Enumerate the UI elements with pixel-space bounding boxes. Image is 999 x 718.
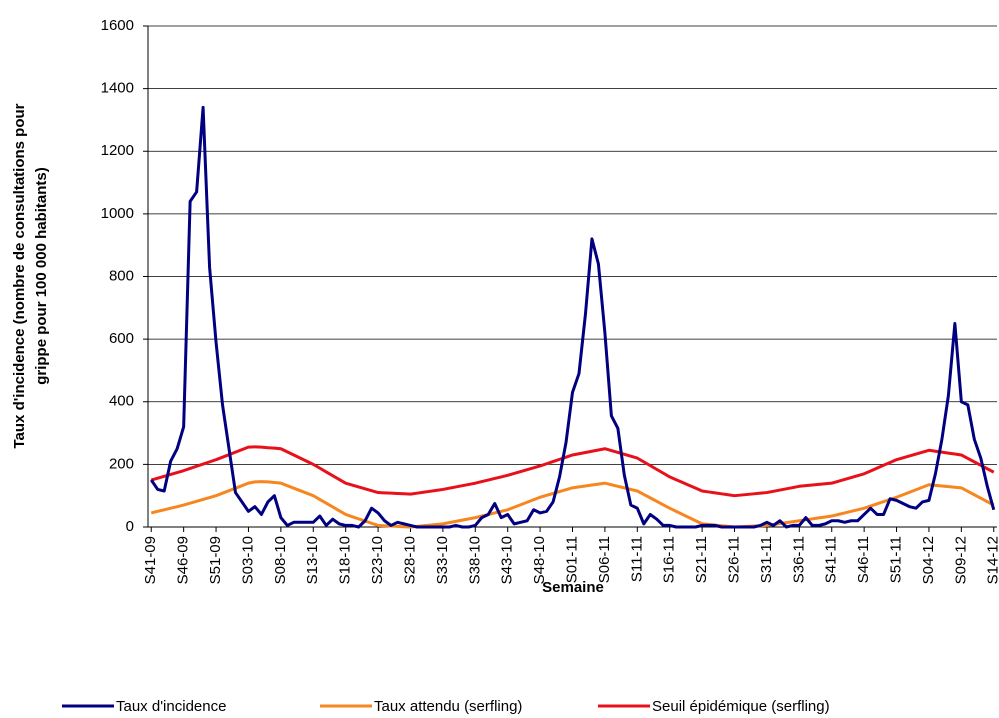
x-tick-label: S46-09 [175, 536, 192, 584]
x-tick-label: S46-11 [855, 536, 872, 583]
x-tick-label: S01-11 [563, 536, 580, 583]
y-tick-label: 800 [109, 267, 134, 284]
x-tick-label: S04-12 [920, 536, 937, 584]
x-tick-label: S21-11 [693, 536, 710, 583]
y-tick-label: 400 [109, 393, 134, 410]
x-tick-label: S26-11 [725, 536, 742, 583]
x-tick-label: S41-09 [142, 536, 159, 584]
x-tick-label: S18-10 [337, 536, 354, 584]
x-tick-label: S48-10 [531, 536, 548, 584]
legend-label: Seuil épidémique (serfling) [652, 698, 830, 715]
x-tick-label: S38-10 [466, 536, 483, 584]
x-tick-label: S51-09 [207, 536, 224, 584]
x-tick-label: S41-11 [823, 536, 840, 583]
x-axis-title: Semaine [542, 579, 604, 596]
x-tick-label: S51-11 [888, 536, 905, 583]
y-tick-label: 1400 [101, 80, 134, 97]
x-tick-label: S43-10 [499, 536, 516, 584]
y-tick-label: 200 [109, 455, 134, 472]
series-line [150, 445, 995, 498]
y-axis-title: Taux d'incidence (nombre de consultation… [11, 103, 28, 448]
x-tick-label: S11-11 [628, 536, 645, 582]
x-tick-label: S03-10 [239, 536, 256, 584]
x-tick-label: S36-11 [790, 536, 807, 583]
legend-label: Taux attendu (serfling) [374, 698, 522, 715]
x-tick-label: S09-12 [952, 536, 969, 584]
y-axis-title: grippe pour 100 000 habitants) [33, 167, 50, 385]
legend-label: Taux d'incidence [116, 698, 226, 715]
x-tick-label: S13-10 [304, 536, 321, 584]
series-line [150, 105, 996, 529]
x-tick-label: S14-12 [985, 536, 999, 584]
x-tick-label: S06-11 [596, 536, 613, 583]
series-line [150, 480, 995, 529]
x-tick-label: S23-10 [369, 536, 386, 584]
y-tick-label: 0 [126, 518, 134, 535]
x-tick-label: S08-10 [272, 536, 289, 584]
y-tick-label: 600 [109, 330, 134, 347]
x-tick-label: S16-11 [661, 536, 678, 583]
x-tick-label: S33-10 [434, 536, 451, 584]
x-tick-label: S28-10 [401, 536, 418, 584]
y-tick-label: 1000 [101, 205, 134, 222]
y-tick-label: 1200 [101, 142, 134, 159]
x-tick-label: S31-11 [758, 536, 775, 583]
y-tick-label: 1600 [101, 17, 134, 34]
